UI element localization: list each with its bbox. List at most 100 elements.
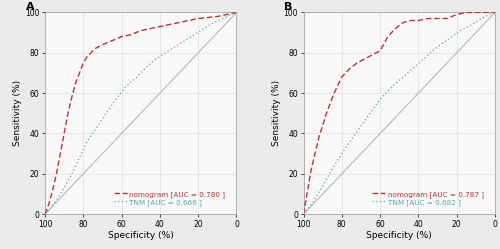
TNM [AUC = 0.682 ] — [310, 200, 316, 203]
nomogram [AUC = 0.780 ] — [92, 47, 98, 50]
nomogram [AUC = 0.787 ] — [354, 61, 360, 64]
TNM [AUC = 0.682 ] — [412, 65, 418, 68]
TNM [AUC = 0.666 ] — [61, 187, 67, 189]
TNM [AUC = 0.666 ] — [162, 51, 168, 54]
nomogram [AUC = 0.787 ] — [425, 17, 431, 20]
nomogram [AUC = 0.787 ] — [377, 49, 383, 52]
TNM [AUC = 0.666 ] — [113, 98, 119, 101]
TNM [AUC = 0.682 ] — [354, 130, 360, 133]
nomogram [AUC = 0.780 ] — [118, 35, 124, 38]
nomogram [AUC = 0.780 ] — [58, 152, 64, 155]
TNM [AUC = 0.666 ] — [210, 21, 216, 24]
TNM [AUC = 0.666 ] — [54, 198, 60, 201]
nomogram [AUC = 0.787 ] — [492, 11, 498, 14]
nomogram [AUC = 0.787 ] — [300, 213, 306, 216]
nomogram [AUC = 0.787 ] — [385, 35, 391, 38]
nomogram [AUC = 0.787 ] — [324, 112, 330, 115]
TNM [AUC = 0.666 ] — [228, 13, 234, 16]
nomogram [AUC = 0.780 ] — [176, 21, 182, 24]
TNM [AUC = 0.682 ] — [423, 55, 429, 58]
nomogram [AUC = 0.787 ] — [331, 92, 337, 95]
nomogram [AUC = 0.787 ] — [370, 53, 376, 56]
nomogram [AUC = 0.787 ] — [308, 168, 314, 171]
TNM [AUC = 0.666 ] — [144, 65, 150, 68]
TNM [AUC = 0.682 ] — [388, 86, 394, 89]
nomogram [AUC = 0.787 ] — [339, 75, 345, 78]
nomogram [AUC = 0.780 ] — [69, 96, 75, 99]
nomogram [AUC = 0.780 ] — [214, 15, 220, 18]
nomogram [AUC = 0.787 ] — [346, 67, 352, 70]
nomogram [AUC = 0.787 ] — [416, 19, 422, 22]
X-axis label: Specificity (%): Specificity (%) — [366, 232, 432, 241]
TNM [AUC = 0.682 ] — [377, 98, 383, 101]
Line: nomogram [AUC = 0.780 ]: nomogram [AUC = 0.780 ] — [45, 12, 236, 214]
nomogram [AUC = 0.780 ] — [80, 61, 86, 64]
TNM [AUC = 0.666 ] — [122, 86, 128, 89]
Text: B: B — [284, 2, 292, 12]
TNM [AUC = 0.682 ] — [300, 213, 306, 216]
TNM [AUC = 0.682 ] — [320, 185, 326, 187]
TNM [AUC = 0.666 ] — [69, 172, 75, 175]
TNM [AUC = 0.682 ] — [331, 164, 337, 167]
TNM [AUC = 0.682 ] — [342, 146, 348, 149]
nomogram [AUC = 0.787 ] — [362, 57, 368, 60]
Line: TNM [AUC = 0.666 ]: TNM [AUC = 0.666 ] — [45, 12, 236, 214]
X-axis label: Specificity (%): Specificity (%) — [108, 232, 174, 241]
nomogram [AUC = 0.780 ] — [50, 188, 56, 191]
nomogram [AUC = 0.780 ] — [186, 19, 192, 22]
nomogram [AUC = 0.780 ] — [224, 13, 230, 16]
TNM [AUC = 0.682 ] — [400, 75, 406, 78]
TNM [AUC = 0.666 ] — [153, 57, 159, 60]
nomogram [AUC = 0.780 ] — [46, 203, 52, 206]
TNM [AUC = 0.682 ] — [478, 17, 484, 20]
nomogram [AUC = 0.780 ] — [166, 23, 172, 26]
nomogram [AUC = 0.780 ] — [138, 29, 143, 32]
TNM [AUC = 0.682 ] — [458, 29, 464, 32]
nomogram [AUC = 0.787 ] — [454, 13, 460, 16]
nomogram [AUC = 0.780 ] — [100, 43, 105, 46]
nomogram [AUC = 0.780 ] — [96, 45, 102, 48]
nomogram [AUC = 0.780 ] — [128, 33, 134, 36]
nomogram [AUC = 0.780 ] — [84, 55, 90, 58]
TNM [AUC = 0.682 ] — [434, 45, 440, 48]
TNM [AUC = 0.666 ] — [172, 45, 178, 48]
TNM [AUC = 0.666 ] — [234, 11, 239, 14]
TNM [AUC = 0.666 ] — [104, 112, 110, 115]
Y-axis label: Sensitivity (%): Sensitivity (%) — [13, 80, 22, 146]
nomogram [AUC = 0.780 ] — [109, 39, 115, 42]
nomogram [AUC = 0.787 ] — [473, 11, 479, 14]
nomogram [AUC = 0.780 ] — [65, 112, 71, 115]
nomogram [AUC = 0.787 ] — [408, 19, 414, 22]
TNM [AUC = 0.666 ] — [48, 207, 54, 210]
nomogram [AUC = 0.787 ] — [444, 17, 450, 20]
nomogram [AUC = 0.787 ] — [316, 136, 322, 139]
TNM [AUC = 0.666 ] — [201, 27, 207, 30]
nomogram [AUC = 0.787 ] — [400, 21, 406, 24]
TNM [AUC = 0.666 ] — [134, 75, 140, 78]
TNM [AUC = 0.682 ] — [486, 13, 492, 16]
TNM [AUC = 0.666 ] — [42, 213, 48, 216]
Line: TNM [AUC = 0.682 ]: TNM [AUC = 0.682 ] — [304, 12, 495, 214]
nomogram [AUC = 0.787 ] — [434, 17, 440, 20]
TNM [AUC = 0.682 ] — [446, 37, 452, 40]
nomogram [AUC = 0.787 ] — [482, 11, 488, 14]
TNM [AUC = 0.682 ] — [469, 23, 475, 26]
nomogram [AUC = 0.780 ] — [61, 132, 67, 135]
nomogram [AUC = 0.787 ] — [392, 27, 398, 30]
Legend: nomogram [AUC = 0.787 ], TNM [AUC = 0.682 ]: nomogram [AUC = 0.787 ], TNM [AUC = 0.68… — [372, 190, 484, 206]
nomogram [AUC = 0.780 ] — [76, 71, 82, 74]
nomogram [AUC = 0.780 ] — [42, 213, 48, 216]
TNM [AUC = 0.682 ] — [366, 114, 372, 117]
Y-axis label: Sensitivity (%): Sensitivity (%) — [272, 80, 280, 146]
nomogram [AUC = 0.780 ] — [88, 51, 94, 54]
TNM [AUC = 0.666 ] — [76, 156, 82, 159]
nomogram [AUC = 0.780 ] — [157, 25, 163, 28]
TNM [AUC = 0.666 ] — [84, 140, 90, 143]
TNM [AUC = 0.666 ] — [94, 126, 100, 129]
TNM [AUC = 0.666 ] — [192, 33, 198, 36]
nomogram [AUC = 0.780 ] — [54, 172, 60, 175]
nomogram [AUC = 0.780 ] — [234, 11, 239, 14]
TNM [AUC = 0.682 ] — [492, 11, 498, 14]
nomogram [AUC = 0.780 ] — [205, 16, 211, 19]
Text: A: A — [26, 2, 34, 12]
